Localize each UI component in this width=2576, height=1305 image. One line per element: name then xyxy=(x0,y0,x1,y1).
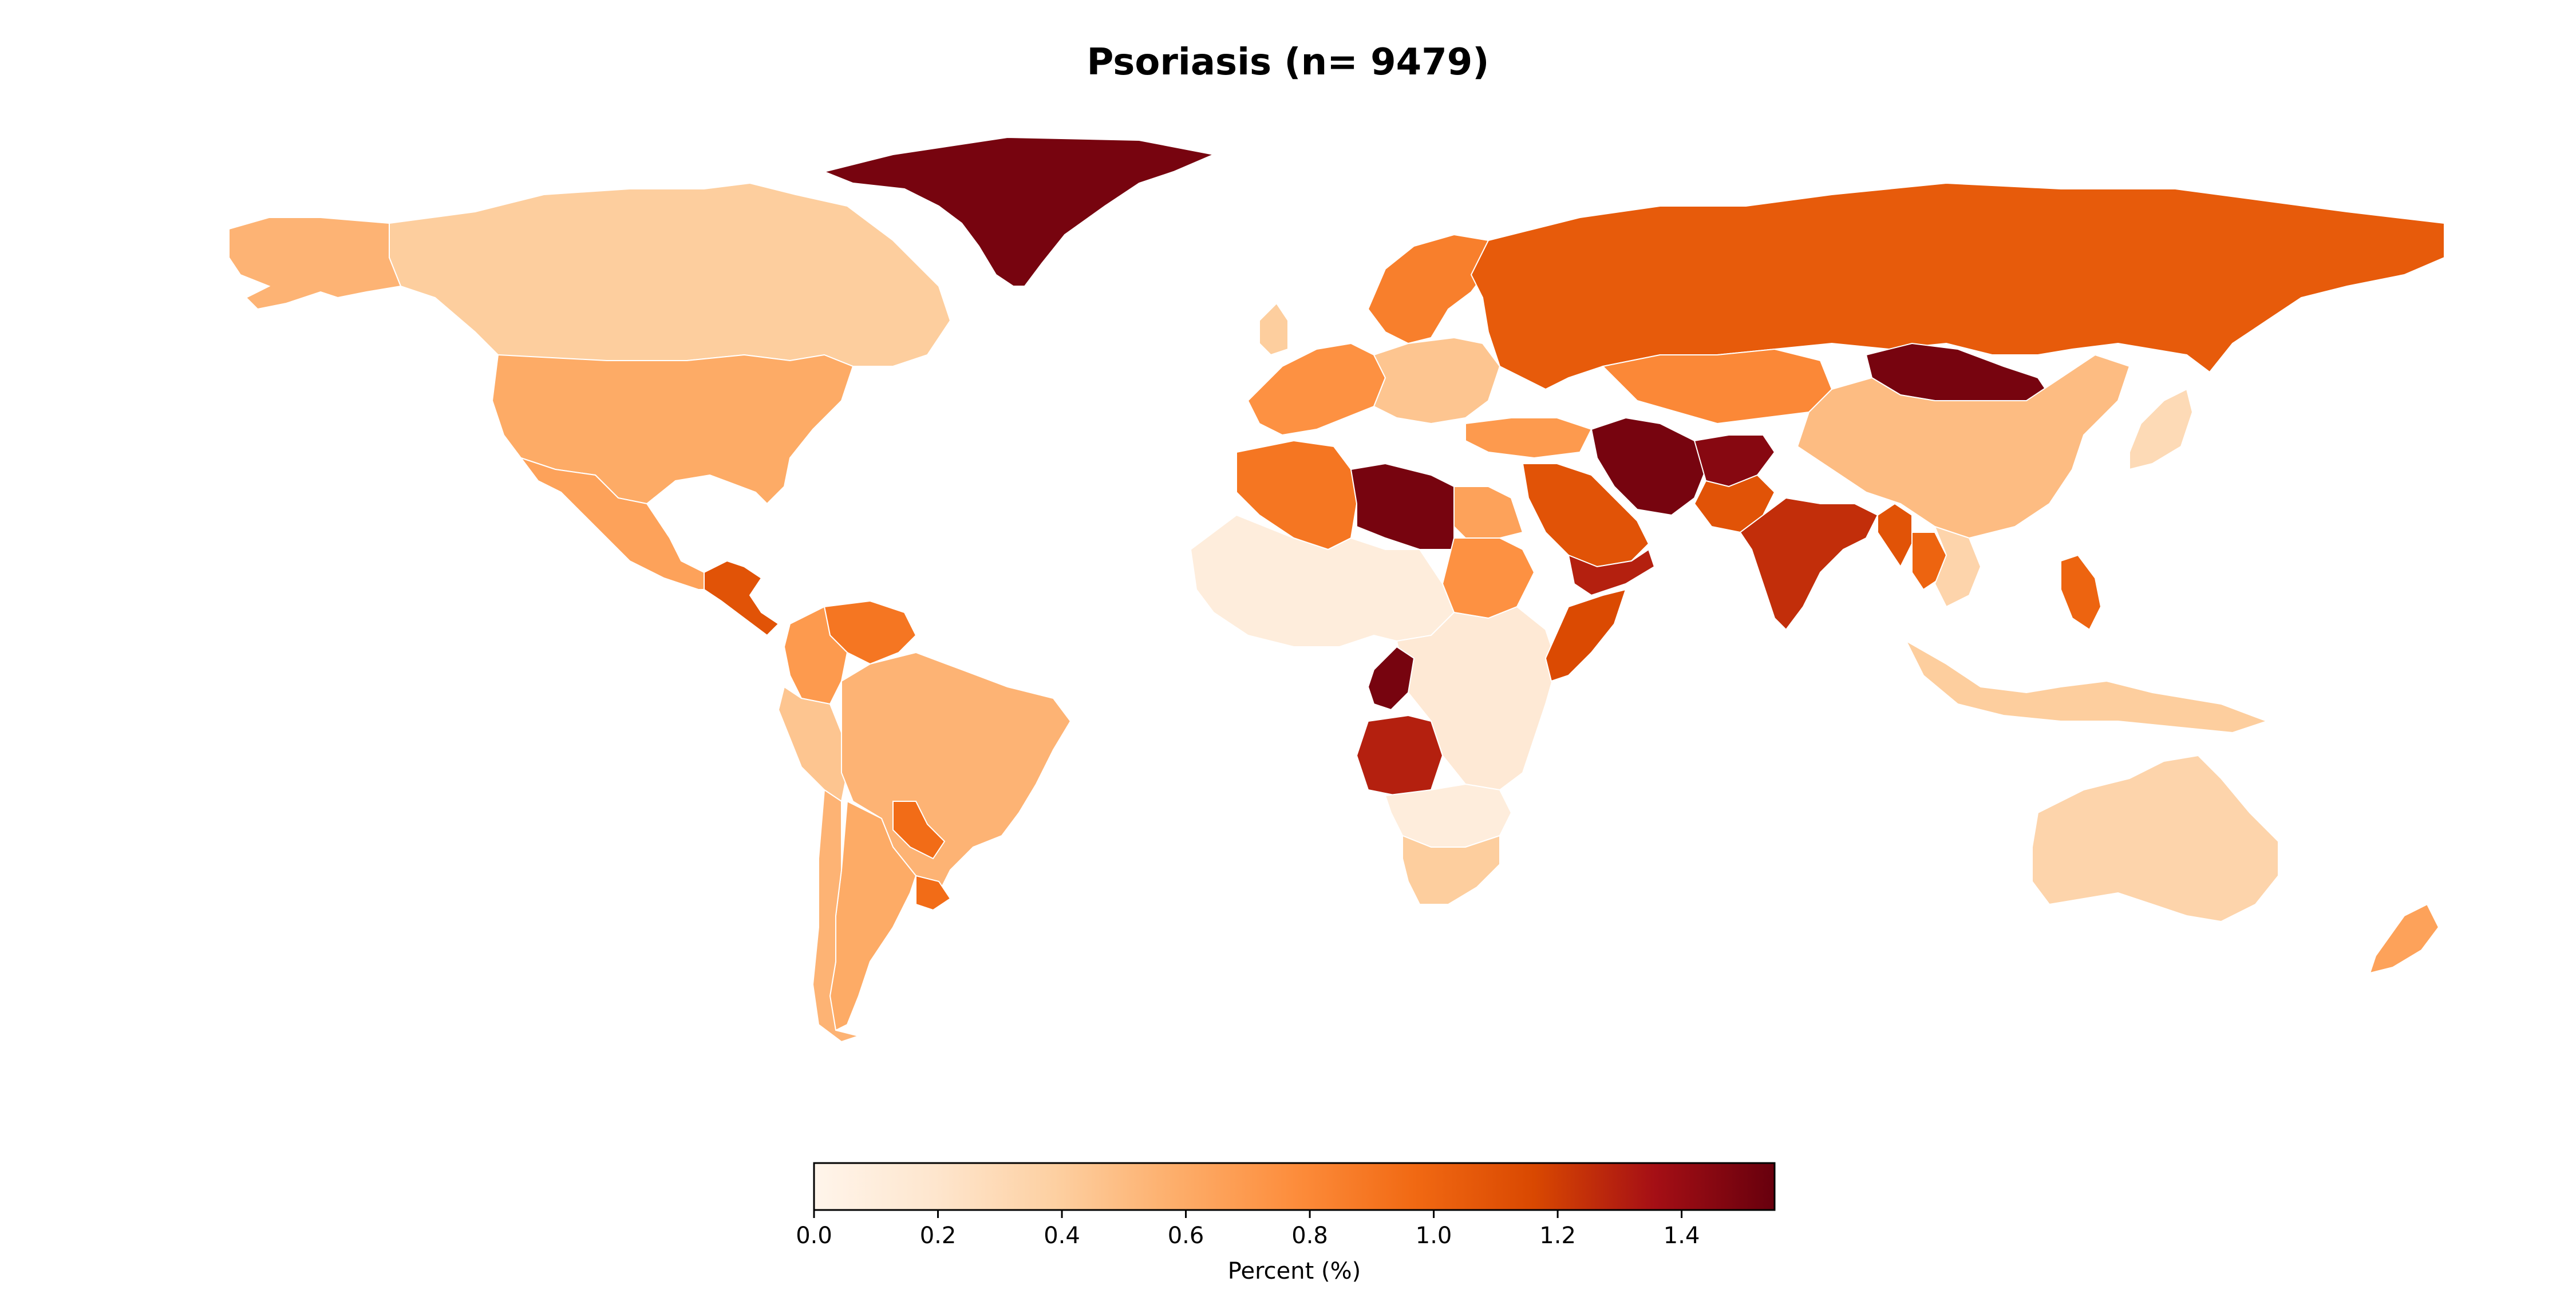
region-australia xyxy=(2032,754,2279,923)
region-canada xyxy=(389,182,951,367)
colorbar-gradient xyxy=(813,1162,1776,1211)
region-south-africa xyxy=(1402,835,1500,905)
region-myanmar xyxy=(1877,503,1913,568)
colorbar-tick-label: 0.0 xyxy=(796,1223,832,1249)
colorbar-tick-label: 1.4 xyxy=(1664,1223,1700,1249)
region-russia xyxy=(1470,182,2445,390)
region-indonesia xyxy=(1905,639,2269,734)
region-uk xyxy=(1259,302,1289,356)
region-saudi-arabia xyxy=(1522,463,1650,568)
colorbar-ticks: 0.0 0.2 0.4 0.6 0.8 1.0 1.2 1.4 xyxy=(796,1210,1700,1249)
region-somalia xyxy=(1544,588,1627,682)
colorbar-tick-label: 0.8 xyxy=(1291,1223,1328,1249)
colorbar-tick-label: 0.2 xyxy=(920,1223,957,1249)
region-japan xyxy=(2129,388,2194,470)
colorbar-label: Percent (%) xyxy=(1228,1258,1361,1284)
region-uruguay xyxy=(915,875,951,911)
region-yemen xyxy=(1567,548,1656,596)
region-libya xyxy=(1350,462,1455,550)
region-chile xyxy=(812,789,861,1043)
region-paraguay xyxy=(892,801,946,860)
region-india xyxy=(1739,497,1879,631)
region-alaska xyxy=(228,217,402,310)
region-central-america xyxy=(704,560,780,636)
colorbar-tick-label: 1.2 xyxy=(1539,1223,1576,1249)
colorbar-tick-label: 1.0 xyxy=(1416,1223,1452,1249)
region-greenland xyxy=(822,136,1216,287)
region-southeast-asia xyxy=(1934,525,1982,608)
region-turkey xyxy=(1465,417,1593,459)
colorbar-tick-label: 0.6 xyxy=(1168,1223,1204,1249)
map-title: Psoriasis (n= 9479) xyxy=(1086,41,1490,84)
region-congo xyxy=(1367,646,1415,711)
region-new-zealand xyxy=(2369,903,2440,974)
region-egypt xyxy=(1453,486,1524,539)
region-iran xyxy=(1590,417,1707,516)
region-eastern-europe xyxy=(1373,337,1501,425)
world-map xyxy=(228,136,2445,1043)
colorbar-tick-label: 0.4 xyxy=(1044,1223,1080,1249)
region-colombia xyxy=(783,606,848,705)
region-china xyxy=(1796,354,2131,539)
region-philippines xyxy=(2060,554,2102,631)
